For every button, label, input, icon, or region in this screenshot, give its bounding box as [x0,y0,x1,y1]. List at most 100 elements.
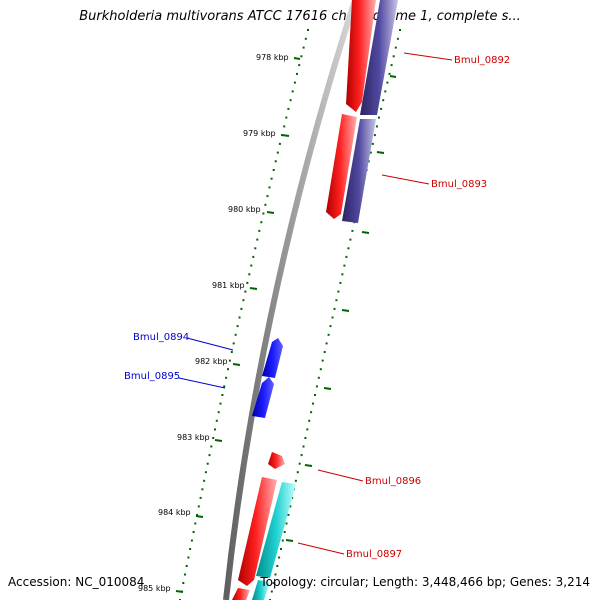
minor-tick [323,351,326,353]
gene-label-bmul-0896[interactable]: Bmul_0896 [365,476,421,487]
minor-tick [325,342,328,345]
minor-tick [230,351,233,353]
minor-tick [296,72,298,75]
tick-label-978: 978 kbp [256,53,289,62]
minor-tick [240,307,243,310]
minor-tick [310,411,313,414]
minor-tick [219,402,222,405]
tick-label-981: 981 kbp [212,281,245,290]
minor-tick [287,107,290,110]
tick-label-983: 983 kbp [177,433,210,442]
topology-text: Topology: circular; Length: 3,448,466 bp… [260,575,590,589]
minor-tick [280,548,282,550]
gene-label-bmul-0894[interactable]: Bmul_0894 [133,332,189,343]
minor-tick [274,573,277,576]
minor-tick [272,169,275,171]
feature-bmul-0897[interactable] [256,482,296,578]
minor-tick [206,462,209,465]
minor-tick [308,419,311,422]
minor-tick [278,556,281,559]
gene-label-bmul-0897[interactable]: Bmul_0897 [346,549,402,560]
minor-tick [298,462,301,465]
tick-label-982: 982 kbp [195,357,228,366]
minor-tick [182,582,185,584]
tick-label-979: 979 kbp [243,129,276,138]
minor-tick [331,316,334,319]
gene-bmul-0895-arrow[interactable] [252,377,274,418]
minor-tick [208,454,211,457]
minor-tick [378,116,380,119]
minor-tick [212,437,215,439]
minor-tick [369,151,372,154]
minor-tick [201,488,204,491]
minor-tick [351,229,354,232]
minor-tick [281,539,284,542]
minor-tick [262,212,265,215]
feature-bmul-0893[interactable] [342,119,376,223]
gene-label-bmul-0893[interactable]: Bmul_0893 [431,179,487,190]
tick-ring-inner [269,29,401,600]
minor-tick [250,264,253,267]
tick-labels: 978 kbp 979 kbp 980 kbp 981 kbp 982 kbp … [138,53,289,593]
tick-label-984: 984 kbp [158,508,191,517]
gene-bmul-0892-arrow[interactable] [346,0,376,112]
minor-tick [371,142,374,145]
tick-ring-outer [179,29,309,600]
minor-tick [339,281,342,284]
minor-tick [380,107,383,110]
minor-tick [192,531,195,533]
minor-tick [285,522,288,525]
minor-tick [319,368,322,371]
label-leaders [178,52,453,555]
minor-tick [329,325,332,328]
minor-tick [390,64,393,67]
minor-tick [270,590,273,593]
minor-tick [315,385,318,388]
gene-bmul-0897-arrow[interactable] [238,477,277,586]
minor-tick [285,116,288,119]
minor-tick [335,299,338,302]
minor-tick [223,385,226,388]
minor-tick [337,290,340,293]
minor-tick [196,513,199,516]
minor-tick [189,548,192,550]
minor-tick [242,299,245,302]
minor-tick [268,186,271,189]
minor-tick [382,99,385,102]
minor-tick [367,160,370,163]
gene-bmul-0894-arrow[interactable] [262,338,283,378]
minor-tick [373,134,376,137]
minor-tick [298,64,301,67]
minor-tick [304,437,307,439]
minor-tick [349,238,352,241]
minor-tick [347,247,350,250]
minor-tick [341,273,344,276]
map-title: Burkholderia multivorans ATCC 17616 chro… [79,9,521,24]
gene-label-bmul-0892[interactable]: Bmul_0892 [454,55,510,66]
gene-bmul-0896-arrow[interactable] [268,452,285,469]
gene-label-bmul-0895[interactable]: Bmul_0895 [124,371,180,382]
tick-label-985: 985 kbp [138,584,171,593]
gene-next-fragment [232,588,250,600]
minor-tick [294,479,297,482]
minor-tick [276,151,279,154]
minor-tick [321,359,324,362]
minor-tick [184,573,186,576]
minor-tick [215,419,218,422]
minor-tick [287,513,290,516]
minor-tick [260,221,263,224]
feature-bmul-0892[interactable] [360,0,398,115]
gene-bmul-0893-arrow[interactable] [326,114,357,219]
minor-tick [317,376,320,379]
minor-tick [199,496,202,499]
minor-tick [244,290,247,293]
minor-tick [204,471,207,474]
minor-tick [293,81,296,84]
minor-tick [276,565,279,567]
minor-tick [264,203,267,206]
minor-tick [278,142,281,145]
minor-tick [343,264,346,267]
minor-tick [375,125,378,128]
minor-tick [234,333,237,336]
